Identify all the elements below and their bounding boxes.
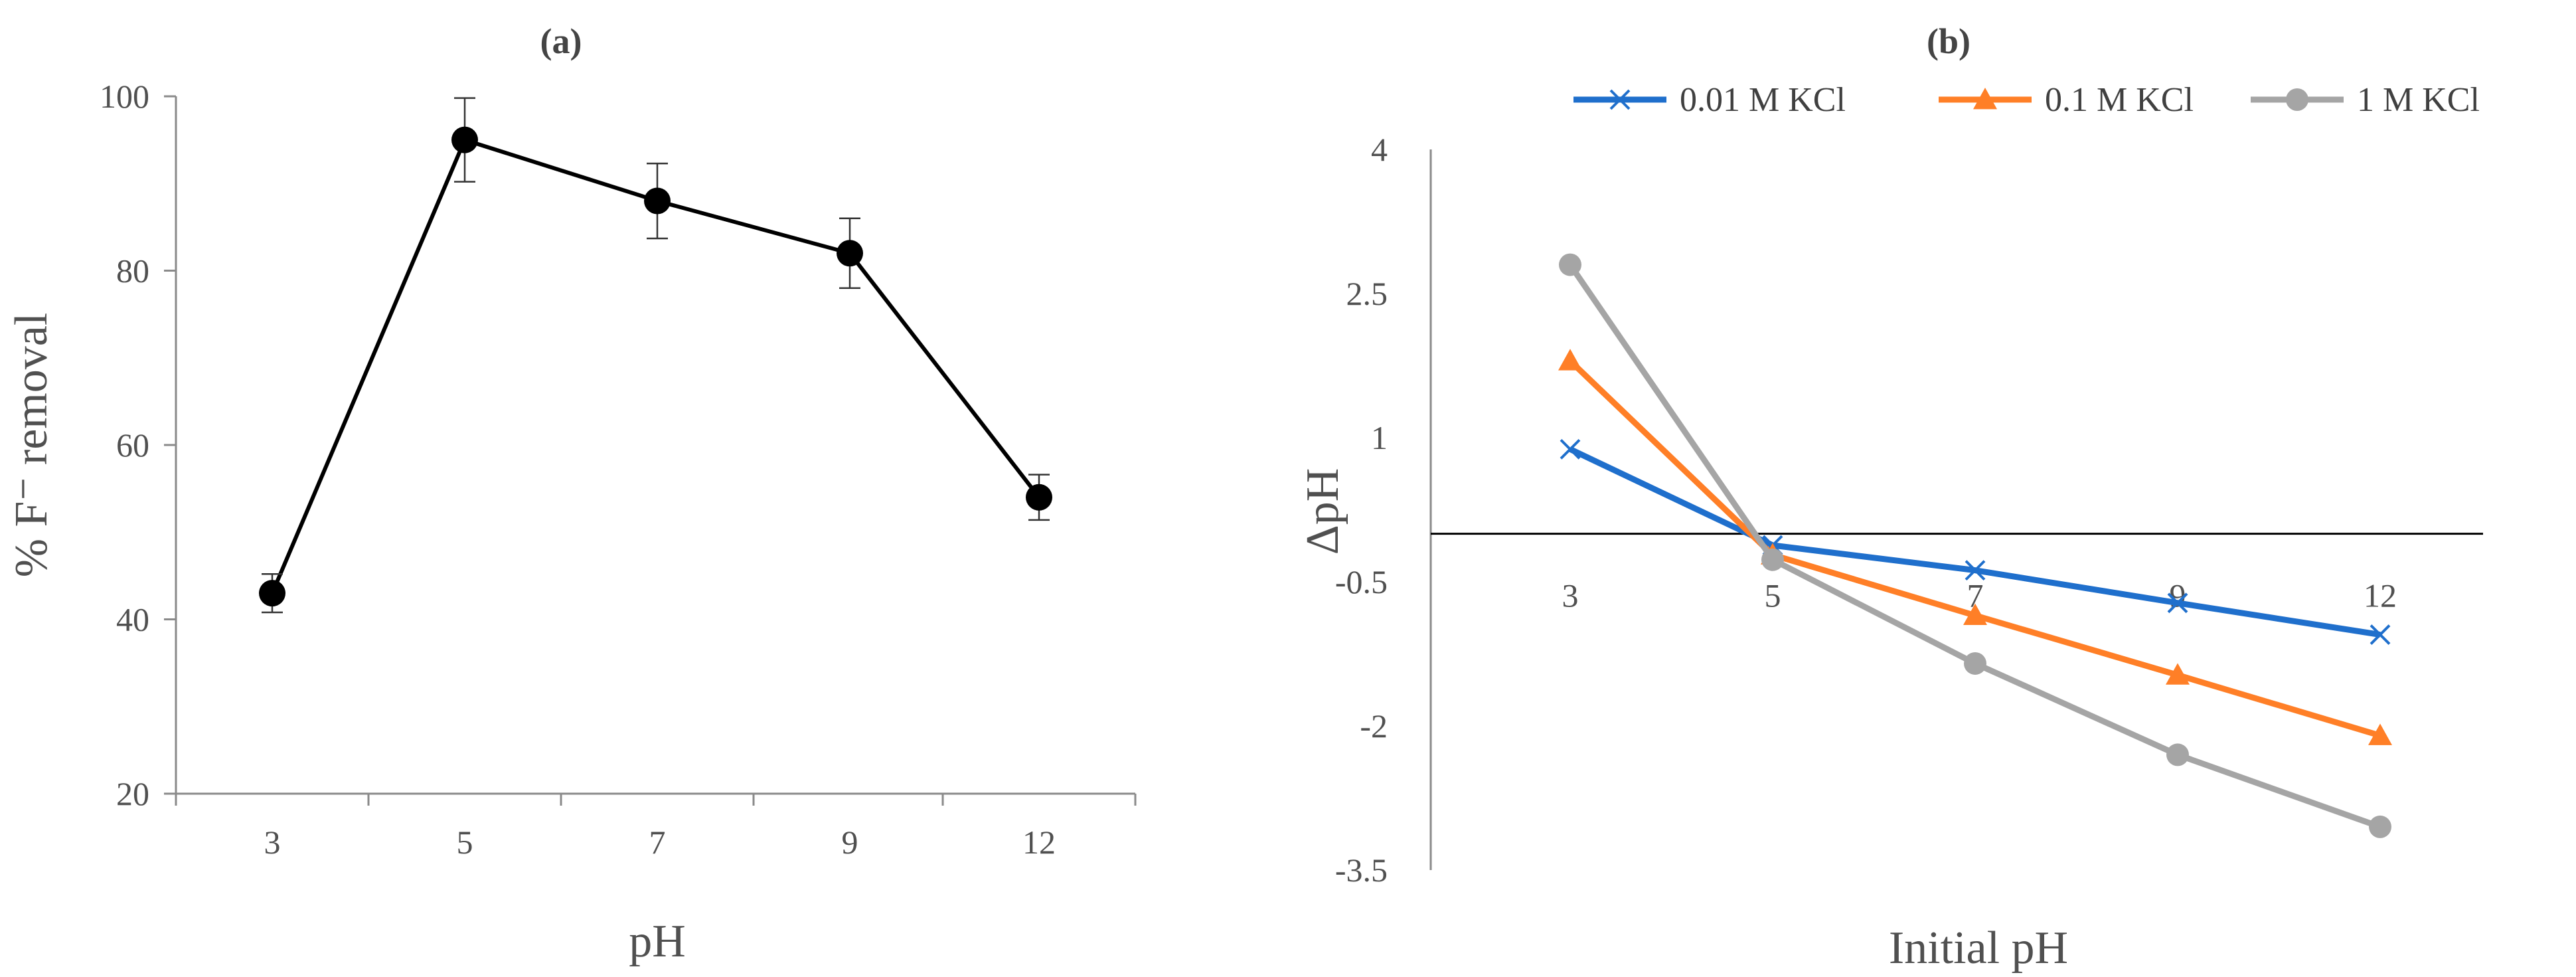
panel-b-marker-circle [1964, 652, 1986, 675]
panel-b-marker-triangle [2368, 723, 2392, 745]
panel-b-marker-circle [2286, 88, 2308, 111]
panel-b-title: (b) [1927, 21, 1971, 61]
panel-a-x-tick-label: 9 [842, 824, 858, 861]
panel-b-y-tick-label: 4 [1371, 131, 1388, 168]
panel-a-title: (a) [540, 21, 582, 61]
panel-b-y-ticks: 4 2.5 1 -0.5 -2 -3.5 [1335, 131, 1388, 889]
panel-a-data-point [644, 187, 671, 215]
panel-a-y-axis-label: % F⁻ removal [6, 313, 57, 578]
panel-a-y-tick-label: 40 [116, 601, 149, 638]
panel-b-marker-triangle [2166, 663, 2190, 685]
panel-a-data-point [837, 240, 863, 267]
panel-b-marker-triangle [1973, 88, 1997, 110]
panel-a-y-tick-label: 60 [116, 426, 149, 464]
panel-b-legend-label: 0.01 M KCl [1680, 81, 1846, 119]
panel-a-y-tick-label: 100 [100, 78, 149, 115]
panel-b-y-tick-label: -2 [1360, 707, 1388, 745]
panel-a-x-tick-label: 12 [1022, 824, 1056, 861]
panel-b-marker-triangle [1963, 603, 1987, 626]
panel-b-x-tick-label: 12 [2364, 577, 2397, 614]
panel-a-chart: (a) 20 40 60 80 100 3 5 7 9 12 pH % F⁻ removal [6, 21, 1137, 967]
panel-b-marker-circle [2369, 815, 2391, 838]
panel-b-marker-circle [2166, 743, 2189, 766]
panel-b-marker-x [1965, 560, 1986, 581]
panel-b-series-line [1568, 263, 2381, 830]
panel-a-data-point [1026, 484, 1052, 511]
panel-a-data-point [259, 580, 285, 607]
panel-b-x-tick-label: 5 [1765, 577, 1781, 614]
panel-a-data-point [451, 126, 478, 153]
panel-a-y-tick-label: 20 [116, 775, 149, 812]
panel-b-y-tick-label: 2.5 [1346, 275, 1388, 312]
panel-a-x-ticks: 3 5 7 9 12 [175, 794, 1137, 861]
panel-b-legend-label: 1 M KCl [2357, 81, 2480, 119]
panel-b-marker-x [1560, 438, 1581, 460]
panel-b-marker-x [1609, 89, 1631, 110]
panel-b-y-tick-label: -3.5 [1335, 851, 1388, 889]
panel-b-x-ticks: 3 5 7 9 12 [1562, 577, 2397, 614]
panel-a-x-tick-label: 3 [264, 824, 281, 861]
panel-b-marker-x [2370, 624, 2391, 645]
panel-b-y-tick-label: 1 [1371, 419, 1388, 456]
panel-a-x-tick-label: 7 [649, 824, 666, 861]
panel-b-series-line [1568, 359, 2381, 739]
panel-a-x-axis-label: pH [629, 916, 686, 967]
panel-b-legend: 0.01 M KCl 0.1 M KCl 1 M KCl [1573, 81, 2480, 119]
panel-a-y-ticks: 20 40 60 80 100 [100, 78, 176, 812]
panel-b-x-tick-label: 3 [1562, 577, 1579, 614]
panel-a-series [259, 97, 1052, 614]
panel-b-series [1558, 253, 2392, 838]
panel-b-marker-circle [1559, 253, 1581, 276]
panel-b-y-tick-label: -0.5 [1335, 563, 1388, 600]
panel-b-marker-triangle [1558, 349, 1582, 371]
panel-a-y-tick-label: 80 [116, 252, 149, 290]
panel-b-marker-circle [1761, 548, 1784, 571]
panel-b-legend-label: 0.1 M KCl [2045, 81, 2194, 119]
panel-b-y-axis-label: ΔpH [1297, 468, 1348, 555]
panel-b-chart: (b) 0.01 M KCl 0.1 M KCl 1 M KCl 4 2.5 1 -0.5… [1297, 21, 2483, 974]
panel-a-x-tick-label: 5 [457, 824, 473, 861]
panel-b-marker-x [2167, 592, 2188, 614]
panel-b-x-axis-label: Initial pH [1889, 923, 2068, 974]
